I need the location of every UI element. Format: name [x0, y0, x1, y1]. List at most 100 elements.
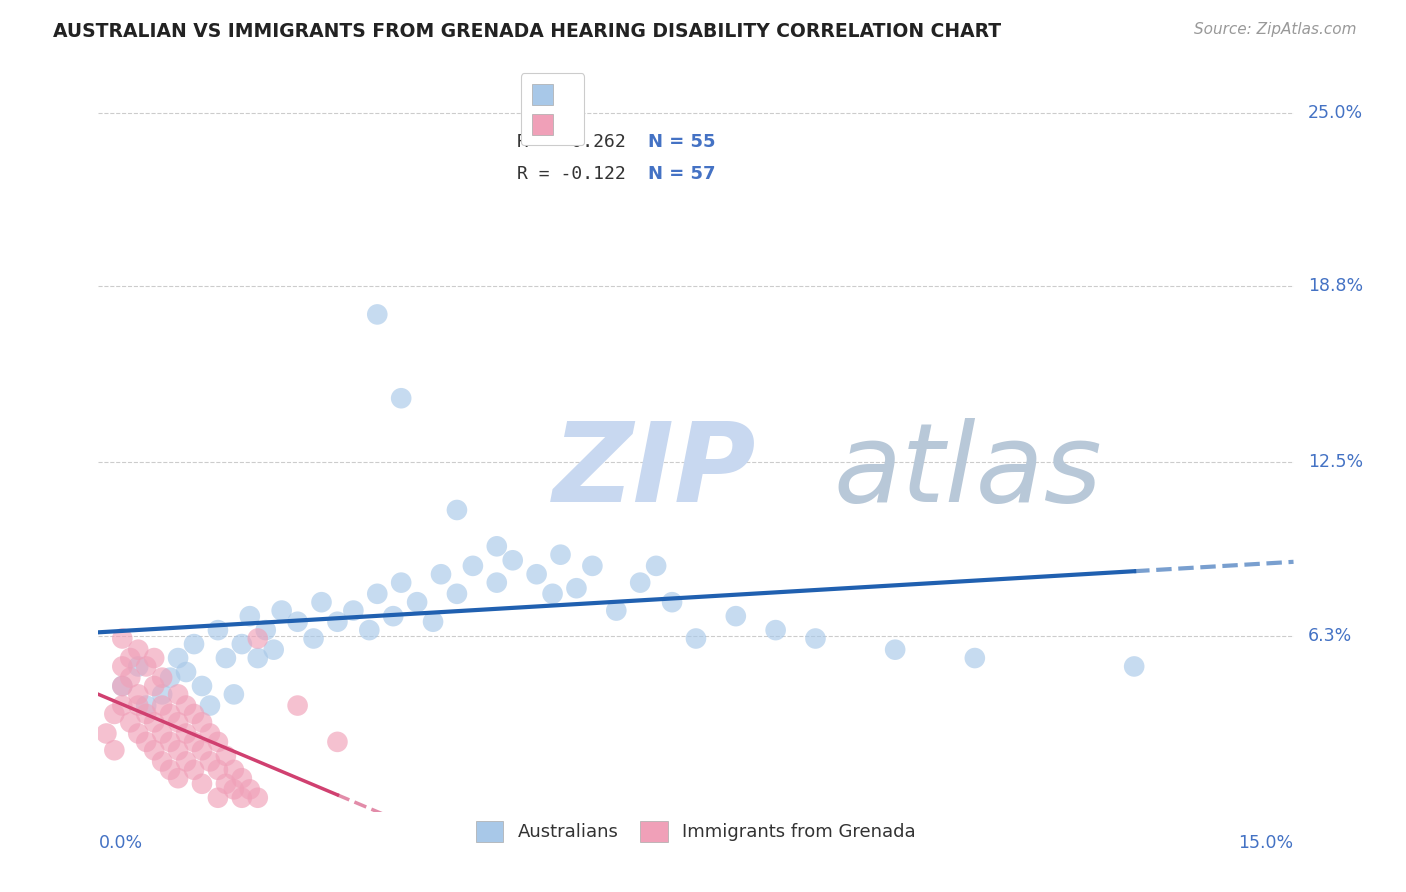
- Point: [270, 603, 292, 617]
- Point: [150, 726, 173, 740]
- Point: [765, 623, 787, 637]
- Point: [550, 548, 572, 562]
- Point: [159, 706, 181, 721]
- Point: [174, 755, 197, 769]
- Point: [302, 632, 325, 646]
- Text: R =  0.262: R = 0.262: [517, 133, 626, 151]
- Point: [191, 715, 214, 730]
- Point: [120, 651, 142, 665]
- Point: [174, 665, 197, 679]
- Point: [382, 609, 405, 624]
- Point: [222, 763, 245, 777]
- Point: [135, 735, 157, 749]
- Point: [159, 671, 181, 685]
- Point: [167, 771, 190, 785]
- Point: [222, 782, 245, 797]
- Point: [485, 539, 508, 553]
- Point: [143, 651, 166, 665]
- Point: [311, 595, 333, 609]
- Point: [143, 743, 166, 757]
- Text: ZIP: ZIP: [553, 417, 756, 524]
- Text: 12.5%: 12.5%: [1308, 453, 1362, 472]
- Text: 0.0%: 0.0%: [98, 834, 142, 852]
- Point: [183, 763, 205, 777]
- Point: [605, 603, 627, 617]
- Point: [287, 698, 309, 713]
- Point: [159, 763, 181, 777]
- Point: [150, 671, 173, 685]
- Point: [366, 587, 388, 601]
- Point: [804, 632, 827, 646]
- Point: [263, 642, 285, 657]
- Point: [167, 651, 190, 665]
- Point: [502, 553, 524, 567]
- Point: [135, 706, 157, 721]
- Text: 6.3%: 6.3%: [1308, 627, 1353, 645]
- Legend: Australians, Immigrants from Grenada: Australians, Immigrants from Grenada: [467, 812, 925, 851]
- Text: N = 55: N = 55: [648, 133, 716, 151]
- Point: [183, 706, 205, 721]
- Point: [103, 743, 125, 757]
- Point: [207, 790, 229, 805]
- Text: 18.8%: 18.8%: [1308, 277, 1362, 295]
- Point: [174, 726, 197, 740]
- Text: 15.0%: 15.0%: [1239, 834, 1294, 852]
- Point: [461, 558, 484, 573]
- Point: [446, 503, 468, 517]
- Point: [150, 755, 173, 769]
- Point: [127, 687, 149, 701]
- Point: [120, 715, 142, 730]
- Point: [326, 735, 349, 749]
- Point: [231, 790, 253, 805]
- Point: [191, 777, 214, 791]
- Point: [135, 698, 157, 713]
- Point: [239, 609, 262, 624]
- Point: [111, 659, 134, 673]
- Text: N = 57: N = 57: [648, 164, 716, 183]
- Point: [239, 782, 262, 797]
- Text: AUSTRALIAN VS IMMIGRANTS FROM GRENADA HEARING DISABILITY CORRELATION CHART: AUSTRALIAN VS IMMIGRANTS FROM GRENADA HE…: [53, 22, 1001, 41]
- Point: [1123, 659, 1146, 673]
- Text: Source: ZipAtlas.com: Source: ZipAtlas.com: [1194, 22, 1357, 37]
- Point: [111, 679, 134, 693]
- Point: [183, 637, 205, 651]
- Point: [541, 587, 564, 601]
- Point: [174, 698, 197, 713]
- Point: [127, 659, 149, 673]
- Point: [215, 748, 238, 763]
- Point: [198, 726, 221, 740]
- Point: [389, 575, 412, 590]
- Text: atlas: atlas: [834, 417, 1102, 524]
- Point: [884, 642, 907, 657]
- Point: [215, 777, 238, 791]
- Point: [430, 567, 453, 582]
- Point: [198, 755, 221, 769]
- Point: [963, 651, 986, 665]
- Point: [127, 726, 149, 740]
- Point: [127, 642, 149, 657]
- Point: [191, 679, 214, 693]
- Point: [111, 679, 134, 693]
- Point: [222, 687, 245, 701]
- Point: [120, 671, 142, 685]
- Point: [143, 679, 166, 693]
- Point: [159, 735, 181, 749]
- Point: [127, 698, 149, 713]
- Point: [422, 615, 444, 629]
- Point: [103, 706, 125, 721]
- Point: [207, 623, 229, 637]
- Point: [685, 632, 707, 646]
- Point: [389, 391, 412, 405]
- Point: [446, 587, 468, 601]
- Point: [111, 632, 134, 646]
- Point: [366, 307, 388, 321]
- Point: [342, 603, 364, 617]
- Point: [111, 698, 134, 713]
- Point: [254, 623, 277, 637]
- Point: [661, 595, 683, 609]
- Point: [167, 715, 190, 730]
- Point: [150, 687, 173, 701]
- Point: [150, 698, 173, 713]
- Point: [645, 558, 668, 573]
- Point: [406, 595, 429, 609]
